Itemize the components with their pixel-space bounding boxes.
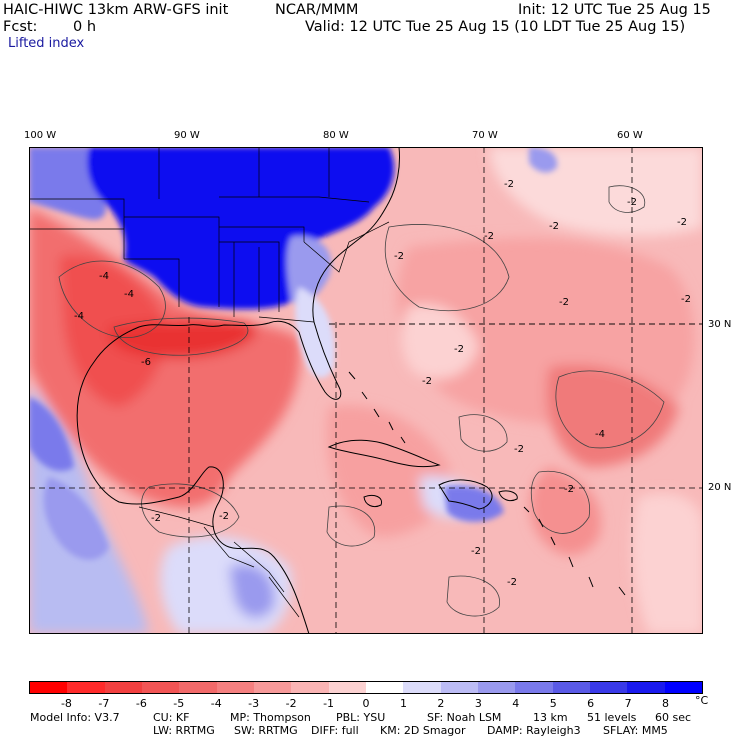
colorbar-swatch: [552, 682, 590, 693]
contour-label: -2: [484, 231, 494, 242]
colorbar-swatch: [179, 682, 217, 693]
lon-label-90w: 90 W: [174, 130, 200, 141]
contour-label: -2: [627, 197, 637, 208]
timestep: 60 sec: [655, 711, 692, 724]
colorbar-swatch: [104, 682, 142, 693]
valid-time: Valid: 12 UTC Tue 25 Aug 15 (10 LDT Tue …: [305, 19, 686, 35]
contour-label: -6: [141, 357, 151, 368]
contour-lines: [58, 185, 665, 617]
contour-label: -4: [99, 271, 109, 282]
colorbar-tick-label: 2: [437, 697, 445, 710]
cumulus-scheme: CU: KF: [153, 711, 190, 724]
contour-label: -4: [595, 429, 605, 440]
contour-label: -4: [74, 311, 84, 322]
stable-region: [29, 147, 558, 560]
colorbar-tick-label: -3: [248, 697, 260, 710]
colorbar-swatch: [216, 682, 254, 693]
contour-labels: -2 -2 -2 -2 -2 -2 -2 -2 -4 -4 -4 -6 -2 -…: [74, 179, 691, 588]
lat-label-20n: 20 N: [708, 482, 732, 493]
colorbar-swatch: [291, 682, 329, 693]
contour-label: -2: [549, 221, 559, 232]
vertical-levels: 51 levels: [587, 711, 637, 724]
pbl-scheme: PBL: YSU: [336, 711, 386, 724]
init-time: Init: 12 UTC Tue 25 Aug 15: [518, 2, 711, 18]
longwave-scheme: LW: RRTMG: [153, 724, 215, 737]
model-version: Model Info: V3.7: [30, 711, 120, 724]
km-option: KM: 2D Smagor: [380, 724, 466, 737]
colorbar-swatch: [253, 682, 292, 693]
contour-label: -2: [151, 513, 161, 524]
contour-label: -2: [559, 297, 569, 308]
colorbar-swatch: [67, 682, 105, 693]
colorbar-tick-label: -1: [323, 697, 335, 710]
field-name: Lifted index: [8, 36, 85, 51]
colorbar-swatch: [141, 682, 180, 693]
state-boundaries: [29, 147, 390, 323]
colorbar-tick-label: -7: [98, 697, 110, 710]
colorbar-tick-label: 5: [549, 697, 557, 710]
colorbar-tick-label: -6: [135, 697, 147, 710]
lifted-index-map: -2 -2 -2 -2 -2 -2 -2 -2 -4 -4 -4 -6 -2 -…: [29, 147, 703, 634]
microphysics-scheme: MP: Thompson: [230, 711, 311, 724]
surface-layer: SFLAY: MM5: [603, 724, 668, 737]
colorbar-tick-label: 7: [624, 697, 632, 710]
diffusion: DIFF: full: [311, 724, 359, 737]
contour-label: -2: [219, 511, 229, 522]
colorbar-tick-label: -2: [285, 697, 297, 710]
colorbar-swatch: [30, 682, 68, 693]
colorbar-tick-label: -5: [173, 697, 185, 710]
colorbar-tick-label: 4: [512, 697, 520, 710]
contour-label: -2: [471, 546, 481, 557]
colorbar-tick-label: 0: [362, 697, 370, 710]
colorbar-swatch: [515, 682, 553, 693]
org-label: NCAR/MMM: [275, 2, 359, 18]
colorbar-swatch: [477, 682, 516, 693]
coastlines: [76, 147, 626, 634]
grid-lines: [29, 147, 703, 634]
colorbar-tick-label: 8: [662, 697, 670, 710]
surface-scheme: SF: Noah LSM: [427, 711, 502, 724]
contour-label: -4: [124, 289, 134, 300]
colorbar-tick-label: 1: [399, 697, 407, 710]
lon-label-80w: 80 W: [323, 130, 349, 141]
country-borders: [138, 506, 300, 618]
colorbar-tick-label: 6: [587, 697, 595, 710]
damping: DAMP: Rayleigh3: [487, 724, 581, 737]
colorbar-swatch: [627, 682, 665, 693]
shortwave-scheme: SW: RRTMG: [234, 724, 298, 737]
lon-label-100w: 100 W: [24, 130, 57, 141]
colorbar-swatch: [440, 682, 478, 693]
contour-label: -2: [677, 217, 687, 228]
contour-label: -2: [454, 344, 464, 355]
contour-label: -2: [514, 444, 524, 455]
colorbar-swatch: [328, 682, 366, 693]
contour-label: -2: [564, 484, 574, 495]
field-shading: [29, 147, 703, 634]
colorbar-tick-label: 3: [474, 697, 482, 710]
lat-label-30n: 30 N: [708, 319, 732, 330]
forecast-label: Fcst:: [3, 19, 38, 35]
contour-label: -2: [507, 577, 517, 588]
resolution: 13 km: [533, 711, 568, 724]
contour-label: -2: [394, 251, 404, 262]
lon-label-70w: 70 W: [472, 130, 498, 141]
colorbar-swatch: [589, 682, 628, 693]
contour-label: -2: [422, 376, 432, 387]
lon-label-60w: 60 W: [617, 130, 643, 141]
forecast-hour: 0 h: [73, 19, 97, 35]
colorbar-tick-label: -4: [210, 697, 222, 710]
model-title: HAIC-HIWC 13km ARW-GFS init: [3, 2, 229, 18]
colorbar-swatch: [403, 682, 441, 693]
colorbar-swatch: [365, 682, 404, 693]
colorbar-unit: °C: [695, 694, 709, 707]
contour-label: -2: [681, 294, 691, 305]
colorbar: [29, 681, 703, 694]
contour-label: -2: [504, 179, 514, 190]
colorbar-tick-label: -8: [60, 697, 72, 710]
colorbar-swatch: [664, 682, 702, 693]
